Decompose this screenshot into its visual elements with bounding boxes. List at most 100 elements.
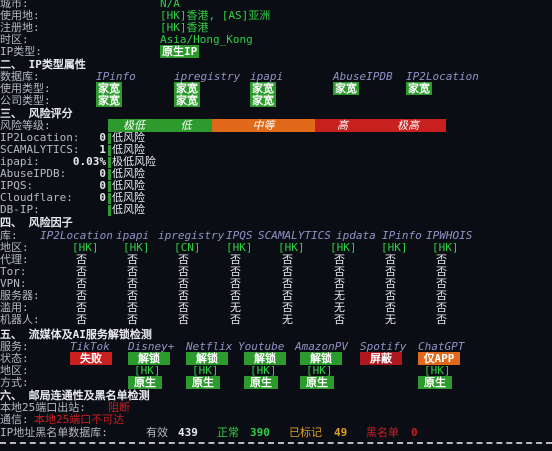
- risk-row-value-0: 低风险: [108, 131, 145, 144]
- usage-type-3: 家宽: [333, 82, 359, 95]
- company-type-label: 公司类型:: [0, 94, 51, 107]
- factor-value-5-0: 否: [76, 313, 87, 326]
- factor-value-1-1: 否: [127, 265, 138, 278]
- comm-value: 本地25端口不可达: [34, 413, 125, 426]
- risk-scale-2: 中等: [212, 119, 315, 132]
- company-type-2: 家宽: [250, 94, 276, 107]
- factor-region-0: [HK]: [72, 241, 99, 254]
- ip-type-label: IP类型:: [0, 45, 42, 58]
- risk-marker-icon: [108, 192, 111, 204]
- factor-value-1-5: 否: [334, 265, 345, 278]
- factor-value-3-1: 否: [127, 289, 138, 302]
- section2-db-label: 数据库:: [0, 70, 40, 83]
- factor-source-6: IPinfo: [382, 229, 422, 242]
- city-value: N/A: [160, 0, 180, 10]
- factor-value-4-7: 否: [436, 301, 447, 314]
- factor-value-2-2: 否: [178, 277, 189, 290]
- factor-value-2-0: 否: [76, 277, 87, 290]
- service-4: AmazonPV: [295, 340, 348, 353]
- factor-source-3: IPQS: [226, 229, 253, 242]
- ip-type-value: 原生IP: [160, 45, 200, 58]
- section6-title: 六、 邮局连通性及黑名单检测: [0, 389, 150, 402]
- factor-value-2-7: 否: [436, 277, 447, 290]
- company-type-0: 家宽: [96, 94, 122, 107]
- factor-region-4: [HK]: [278, 241, 305, 254]
- risk-row-value-4: 低风险: [108, 179, 145, 192]
- service-0: TikTok: [70, 340, 110, 353]
- usage-type-2: 家宽: [250, 82, 276, 95]
- factor-value-4-2: 否: [178, 301, 189, 314]
- risk-row-value-3: 低风险: [108, 167, 145, 180]
- factor-row-label-0: 地区:: [0, 241, 29, 254]
- factor-value-0-7: 否: [436, 253, 447, 266]
- service-3: Youtube: [238, 340, 285, 353]
- factor-row-label-1: 代理:: [0, 253, 29, 266]
- risk-row-label-6: DB-IP:: [0, 203, 40, 216]
- factor-value-4-5: 无: [334, 301, 345, 314]
- method-label: 方式:: [0, 376, 29, 389]
- risk-row-label-3: AbuseIPDB:: [0, 167, 67, 180]
- factor-value-1-6: 否: [385, 265, 396, 278]
- factor-value-2-5: 否: [334, 277, 345, 290]
- risk-text: 低风险: [112, 179, 145, 192]
- factor-value-2-4: 否: [282, 277, 293, 290]
- service-1: Disney+: [128, 340, 175, 353]
- stream-region-2: [HK]: [192, 364, 219, 377]
- factor-value-3-0: 否: [76, 289, 87, 302]
- factor-value-2-3: 否: [230, 277, 241, 290]
- blacklist-count-value: 0: [411, 426, 418, 439]
- factor-source-7: IPWHOIS: [426, 229, 473, 242]
- risk-marker-icon: [108, 180, 111, 192]
- risk-text: 低风险: [112, 143, 145, 156]
- stream-method-4: 原生: [300, 376, 334, 389]
- factor-source-2: ipregistry: [158, 229, 225, 242]
- risk-row-label-0: IP2Location:: [0, 131, 80, 144]
- factor-value-4-1: 否: [127, 301, 138, 314]
- stream-method-1: 原生: [128, 376, 162, 389]
- company-type-1: 家宽: [174, 94, 200, 107]
- factor-value-1-0: 否: [76, 265, 87, 278]
- factor-row-label-5: 滥用:: [0, 301, 29, 314]
- stream-status-2: 解锁: [186, 352, 228, 365]
- risk-marker-icon: [108, 132, 111, 144]
- blacklist-label: IP地址黑名单数据库:: [0, 426, 108, 439]
- stream-status-6: 仅APP: [418, 352, 460, 365]
- source-1: ipregistry: [174, 70, 241, 83]
- valid-value: 439: [178, 426, 198, 439]
- stream-method-2: 原生: [186, 376, 220, 389]
- factor-value-5-7: 否: [436, 313, 447, 326]
- source-2: ipapi: [250, 70, 284, 83]
- service-6: ChatGPT: [418, 340, 465, 353]
- timezone-value: Asia/Hong_Kong: [160, 33, 253, 46]
- factor-value-3-2: 否: [178, 289, 189, 302]
- status-label: 状态:: [0, 352, 29, 365]
- factor-region-2: [CN]: [174, 241, 201, 254]
- factor-region-1: [HK]: [123, 241, 150, 254]
- risk-text: 低风险: [112, 167, 145, 180]
- factor-value-0-5: 否: [334, 253, 345, 266]
- risk-row-score-0: 0: [99, 131, 106, 144]
- factor-value-0-3: 否: [230, 253, 241, 266]
- blacklist-count-label: 黑名单: [366, 426, 399, 439]
- risk-marker-icon: [108, 204, 111, 216]
- risk-scale-4: 极高: [370, 119, 446, 132]
- risk-text: 低风险: [112, 191, 145, 204]
- risk-text: 低风险: [112, 203, 145, 216]
- factor-value-2-6: 否: [385, 277, 396, 290]
- risk-row-score-4: 0: [99, 179, 106, 192]
- stream-status-0: 失败: [70, 352, 112, 365]
- usage-value: [HK]香港, [AS]亚洲: [160, 9, 271, 22]
- stream-region-6: [HK]: [424, 364, 451, 377]
- normal-value: 390: [250, 426, 270, 439]
- risk-row-value-2: 极低风险: [108, 155, 156, 168]
- factor-value-1-3: 否: [230, 265, 241, 278]
- service-2: Netflix: [186, 340, 233, 353]
- source-0: IPinfo: [96, 70, 136, 83]
- factor-value-5-6: 无: [385, 313, 396, 326]
- stream-region-3: [HK]: [250, 364, 277, 377]
- port-value: 阻断: [108, 401, 130, 414]
- risk-scale-1: 低: [160, 119, 212, 132]
- factor-source-0: IP2Location: [40, 229, 113, 242]
- factor-value-4-6: 否: [385, 301, 396, 314]
- section4-title: 四、 风险因子: [0, 216, 73, 229]
